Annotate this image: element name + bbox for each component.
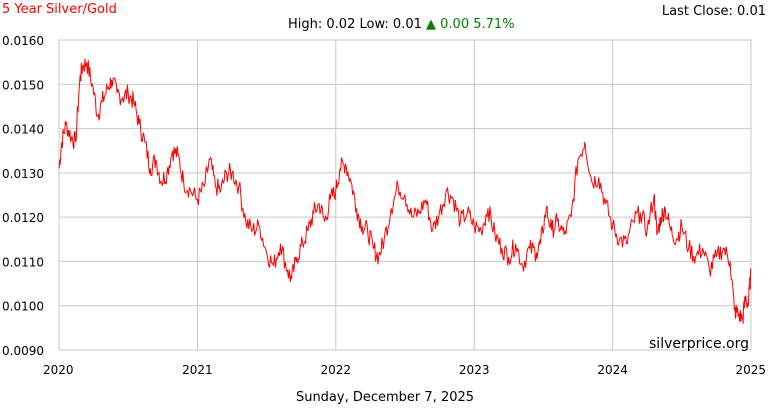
chart-title: 5 Year Silver/Gold (2, 2, 117, 17)
last-close: Last Close: 0.01 (662, 4, 766, 19)
footer-date: Sunday, December 7, 2025 (295, 390, 475, 405)
high-label: High: (288, 17, 323, 32)
x-tick-label: 2022 (321, 363, 352, 377)
y-tick-label: 0.0130 (2, 167, 44, 181)
high-value: 0.02 (326, 17, 356, 32)
y-tick-label: 0.0100 (2, 300, 44, 314)
y-tick-label: 0.0150 (2, 78, 44, 92)
low-value: 0.01 (392, 17, 422, 32)
x-tick-label: 2020 (43, 363, 74, 377)
x-axis-ticks: 2020 2021 2022 2023 2024 2025 (43, 363, 766, 377)
y-tick-label: 0.0140 (2, 123, 44, 137)
y-tick-label: 0.0110 (2, 255, 44, 269)
change-up-icon: ▲ (426, 17, 437, 32)
change-percent: 5.71% (473, 17, 515, 32)
last-close-value: 0.01 (737, 4, 766, 19)
y-axis-ticks: 0.0160 0.0150 0.0140 0.0130 0.0120 0.0110 0.01… (2, 34, 44, 358)
y-tick-label: 0.0120 (2, 211, 44, 225)
x-tick-label: 2024 (597, 363, 628, 377)
last-close-label: Last Close: (661, 4, 733, 19)
low-label: Low: (359, 17, 389, 32)
x-tick-label: 2025 (735, 363, 766, 377)
x-tick-label: 2021 (182, 363, 213, 377)
series-line (58, 58, 752, 324)
y-tick-label: 0.0090 (2, 344, 44, 358)
price-stats: High: 0.02 Low: 0.01 ▲ 0.00 5.71% (288, 17, 515, 32)
x-tick-label: 2023 (459, 363, 490, 377)
chart-grid (58, 39, 752, 351)
change-value: 0.00 (440, 17, 470, 32)
watermark: silverprice.org (649, 336, 749, 352)
y-tick-label: 0.0160 (2, 34, 44, 48)
